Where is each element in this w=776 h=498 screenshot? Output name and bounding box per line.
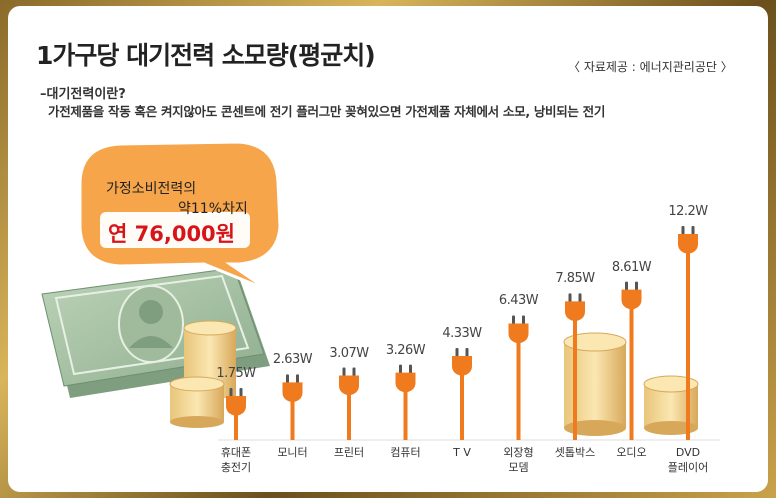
category-label: 모니터: [277, 446, 308, 459]
callout-line-2: 약11%차지: [178, 201, 248, 217]
plug-prong: [409, 364, 412, 375]
chart-canvas: [41, 140, 720, 441]
bar-8: [678, 226, 698, 440]
category-label: 셋톱박스: [554, 446, 596, 459]
plug-icon: [508, 323, 529, 344]
plug-icon: [565, 301, 585, 322]
callout-line-3: 연 76,000원: [108, 222, 235, 246]
bar-7: [621, 281, 642, 440]
bar-cord: [290, 400, 295, 440]
callout-line-1: 가정소비전력의: [106, 181, 197, 197]
plug-icon: [226, 396, 246, 416]
definition-body: 가전제품을 작동 혹은 켜지않아도 콘센트에 전기 플러그만 꽂혀있으면 가전제…: [48, 104, 606, 119]
bar-cord: [460, 374, 464, 440]
plug-prong: [399, 364, 402, 375]
plug-prong: [455, 348, 459, 359]
plug-prong: [522, 315, 525, 326]
bar-cord: [403, 390, 408, 440]
category-label: 프린터: [333, 446, 365, 459]
bar-1: [282, 374, 303, 440]
plug-prong: [578, 293, 582, 304]
bar-0: [226, 388, 246, 440]
callout-bubble: [78, 140, 282, 292]
category-label: 휴대폰 충전기: [220, 446, 252, 474]
bar-cord: [347, 393, 351, 440]
source-credit: 〈 자료제공 : 에너지관리공단 〉: [568, 60, 733, 74]
bar-4: [452, 348, 472, 440]
category-label: 오디오: [616, 446, 647, 459]
plug-prong: [635, 281, 638, 292]
plug-prong: [681, 226, 685, 236]
value-label: 3.07W: [329, 345, 369, 361]
value-label: 1.75W: [216, 366, 256, 381]
bar-cord: [516, 341, 521, 440]
plug-icon: [678, 234, 698, 254]
plug-prong: [568, 293, 572, 304]
value-label: 4.33W: [442, 326, 482, 341]
coin-stack-icon: [169, 320, 237, 428]
bar-2: [339, 367, 359, 440]
plug-prong: [239, 388, 243, 398]
plug-prong: [286, 374, 289, 385]
category-label: DVD 플레이어: [667, 446, 709, 474]
bar-cord: [573, 319, 577, 440]
bar-series: [226, 226, 698, 440]
bar-cord: [686, 252, 690, 440]
category-label: 외장형 모뎀: [503, 446, 534, 474]
plug-prong: [229, 388, 233, 398]
category-label: 컴퓨터: [390, 446, 421, 459]
value-label: 12.2W: [668, 204, 708, 219]
plug-prong: [691, 226, 695, 236]
value-label: 8.61W: [611, 259, 652, 275]
value-label: 7.85W: [555, 271, 595, 287]
value-label: 2.63W: [272, 352, 313, 368]
plug-prong: [465, 348, 469, 359]
plug-icon: [395, 372, 416, 393]
bar-cord: [629, 307, 634, 440]
plug-prong: [296, 374, 299, 385]
infographic-panel: 1가구당 대기전력 소모량(평균치) 〈 자료제공 : 에너지관리공단 〉 –대…: [8, 6, 768, 492]
plug-icon: [452, 356, 472, 377]
bar-3: [395, 364, 416, 440]
plug-prong: [352, 367, 356, 378]
value-label: 3.26W: [385, 342, 426, 358]
page-title: 1가구당 대기전력 소모량(평균치): [36, 41, 376, 70]
plug-icon: [282, 382, 303, 403]
plug-prong: [625, 281, 628, 292]
plug-prong: [342, 367, 346, 378]
value-label: 6.43W: [498, 293, 539, 309]
bar-6: [565, 293, 585, 440]
category-label: T V: [453, 446, 471, 459]
plug-icon: [339, 375, 359, 396]
bar-5: [508, 315, 529, 440]
plug-icon: [621, 289, 642, 310]
definition-heading: –대기전력이란?: [40, 87, 126, 102]
bar-cord: [234, 414, 238, 440]
plug-prong: [512, 315, 515, 326]
